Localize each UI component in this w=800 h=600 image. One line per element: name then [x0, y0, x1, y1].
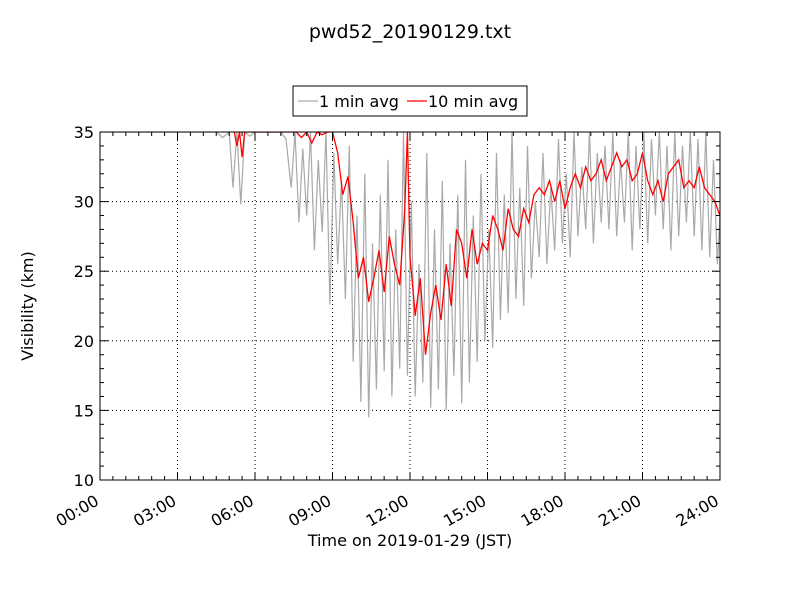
- y-tick-label: 30: [74, 193, 94, 212]
- x-axis-label: Time on 2019-01-29 (JST): [307, 531, 512, 550]
- y-tick-label: 35: [74, 123, 94, 142]
- legend-label-10min: 10 min avg: [428, 92, 518, 111]
- axis-ticks: [99, 131, 721, 481]
- series-10min-line: [233, 132, 720, 355]
- grid-lines: [100, 132, 720, 480]
- y-tick-label: 20: [74, 332, 94, 351]
- chart-title: pwd52_20190129.txt: [309, 21, 511, 43]
- y-tick-label: 10: [74, 471, 94, 490]
- plot-area: [100, 132, 720, 480]
- y-tick-label: 25: [74, 262, 94, 281]
- y-axis-label: Visibility (km): [18, 251, 37, 360]
- legend-label-1min: 1 min avg: [319, 92, 399, 111]
- y-tick-labels: 10 15 20 25 30 35: [74, 123, 94, 490]
- series-1min-line: [100, 132, 720, 418]
- y-tick-label: 15: [74, 401, 94, 420]
- legend: 1 min avg 10 min avg: [292, 85, 528, 117]
